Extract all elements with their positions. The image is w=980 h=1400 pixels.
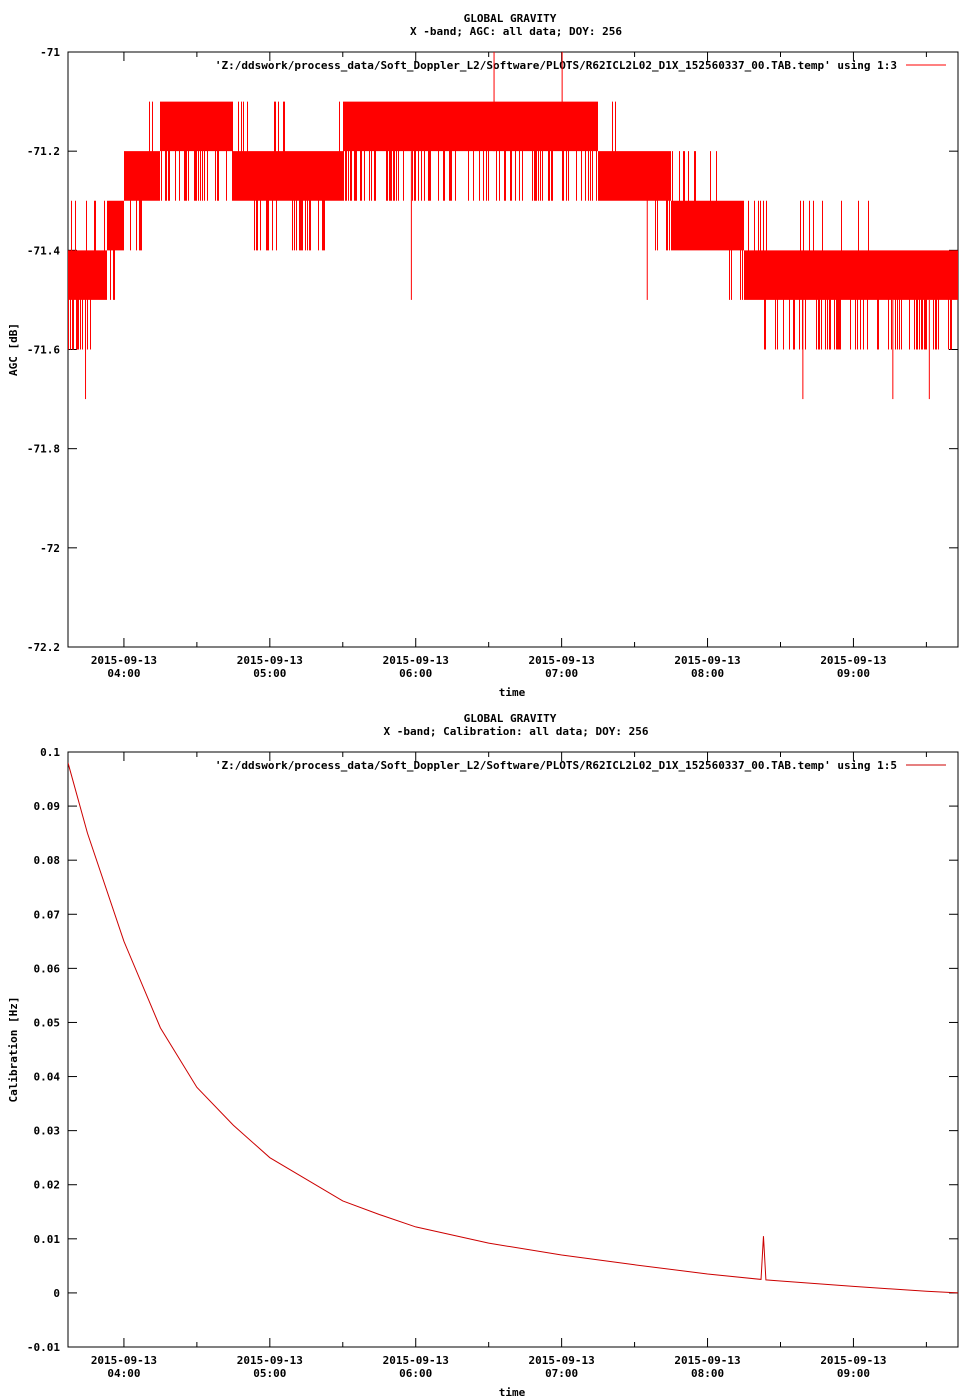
chart-subtitle: X -band; AGC: all data; DOY: 256: [410, 25, 622, 38]
x-tick-label-time: 08:00: [691, 667, 724, 680]
x-tick-label-date: 2015-09-13: [91, 1354, 157, 1367]
x-tick-label-date: 2015-09-13: [91, 654, 157, 667]
x-tick-label-time: 06:00: [399, 1367, 432, 1380]
calibration-line: [68, 762, 958, 1294]
x-axis-label: time: [499, 1386, 526, 1399]
x-axis-label: time: [499, 686, 526, 699]
x-tick-label-date: 2015-09-13: [820, 654, 886, 667]
y-tick-label: -0.01: [27, 1341, 60, 1354]
x-tick-label-time: 09:00: [837, 667, 870, 680]
y-tick-label: 0.02: [34, 1179, 61, 1192]
y-tick-label: -71.6: [27, 344, 60, 357]
x-tick-label-date: 2015-09-13: [529, 654, 595, 667]
x-tick-label-date: 2015-09-13: [383, 654, 449, 667]
y-tick-label: 0.06: [34, 962, 61, 975]
y-tick-label: 0.03: [34, 1125, 61, 1138]
y-tick-label: 0.07: [34, 908, 61, 921]
y-tick-label: 0.01: [34, 1233, 61, 1246]
x-tick-label-time: 05:00: [253, 667, 286, 680]
x-tick-label-time: 06:00: [399, 667, 432, 680]
x-tick-label-time: 08:00: [691, 1367, 724, 1380]
series-group: [68, 762, 958, 1294]
x-tick-label-time: 04:00: [107, 667, 140, 680]
y-tick-label: 0.1: [40, 746, 60, 759]
x-tick-label-time: 05:00: [253, 1367, 286, 1380]
y-axis-label: Calibration [Hz]: [7, 997, 20, 1103]
x-tick-label-date: 2015-09-13: [383, 1354, 449, 1367]
y-axis-label: AGC [dB]: [7, 323, 20, 376]
x-tick-label-time: 04:00: [107, 1367, 140, 1380]
x-tick-label-time: 07:00: [545, 667, 578, 680]
x-tick-label-date: 2015-09-13: [674, 654, 740, 667]
x-tick-label-date: 2015-09-13: [529, 1354, 595, 1367]
y-tick-label: 0.08: [34, 854, 61, 867]
y-tick-label: -71.2: [27, 145, 60, 158]
chart-title: GLOBAL GRAVITY: [464, 12, 557, 25]
x-tick-label-date: 2015-09-13: [237, 654, 303, 667]
y-tick-label: -71.8: [27, 443, 60, 456]
y-tick-label: 0.09: [34, 800, 61, 813]
legend-label: 'Z:/ddswork/process_data/Soft_Doppler_L2…: [215, 59, 897, 72]
chart-title: GLOBAL GRAVITY: [464, 712, 557, 725]
x-tick-label-time: 09:00: [837, 1367, 870, 1380]
plot-frame: [67, 751, 959, 1348]
x-tick-label-date: 2015-09-13: [820, 1354, 886, 1367]
legend-label: 'Z:/ddswork/process_data/Soft_Doppler_L2…: [215, 759, 897, 772]
agc-noise-band: [68, 101, 958, 350]
x-tick-label-date: 2015-09-13: [237, 1354, 303, 1367]
y-tick-label: 0: [53, 1287, 60, 1300]
x-tick-label-time: 07:00: [545, 1367, 578, 1380]
y-tick-label: -72.2: [27, 641, 60, 654]
y-tick-label: -72: [40, 542, 60, 555]
y-tick-label: -71.4: [27, 244, 60, 257]
y-tick-label: -71: [40, 46, 60, 59]
series-group: [68, 52, 958, 400]
y-tick-label: 0.04: [34, 1071, 61, 1084]
y-tick-label: 0.05: [34, 1016, 61, 1029]
chart-subtitle: X -band; Calibration: all data; DOY: 256: [384, 725, 649, 738]
x-tick-label-date: 2015-09-13: [674, 1354, 740, 1367]
